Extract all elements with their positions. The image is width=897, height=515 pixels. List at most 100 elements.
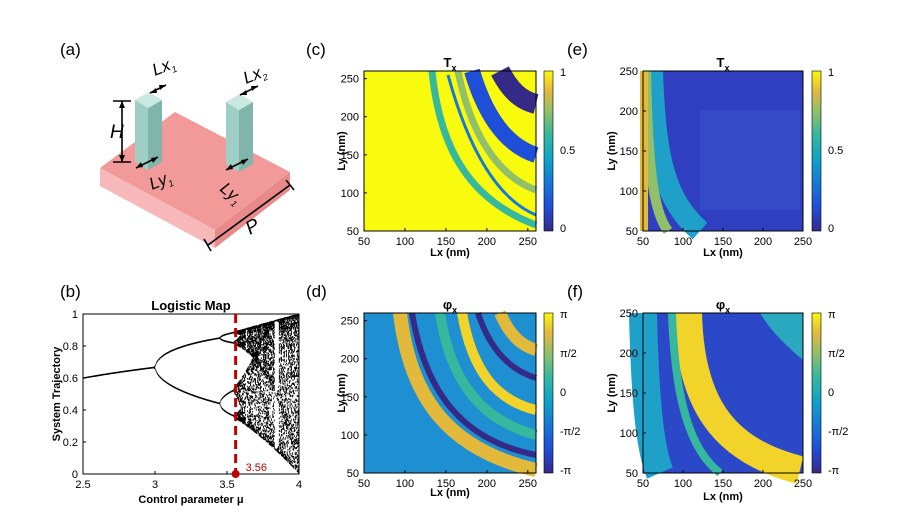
chart-b-xtick-label: 3.5 [219, 479, 234, 491]
chart-f-xtick-label: 250 [794, 478, 812, 490]
chart-e-xtick-label: 200 [754, 236, 772, 248]
chart-e-xtick-label: 50 [637, 236, 649, 248]
chart-f-ytick-label: 100 [620, 428, 638, 440]
chart-e-ytick-label: 250 [620, 66, 638, 78]
chart-c-ytick-label: 250 [341, 74, 359, 86]
chart-f-xtick-label: 200 [754, 478, 772, 490]
chart-d-colorbar-label: -π/2 [560, 426, 580, 438]
chart-d-xtick-label: 150 [437, 478, 455, 490]
chart-d-colorbar-label: 0 [560, 387, 566, 399]
chart-f-xtick-label: 150 [714, 478, 732, 490]
chart-e-pattern [640, 70, 800, 240]
chart-e-ytick-label: 200 [620, 106, 638, 118]
chart-d-ytick-label: 250 [341, 316, 359, 328]
chart-e-xtick-label: 150 [714, 236, 732, 248]
chart-f-xlabel: Lx (nm) [703, 491, 743, 503]
chart-b-ylabel: System Trajectory [51, 346, 63, 442]
chart-f-pattern [629, 312, 804, 484]
chart-d-title: φx [443, 297, 457, 315]
chart-b-ytick-label: 1 [72, 309, 78, 321]
metasurface-schematic: Lx1 Lx2 H Ly1 Ly1 P [100, 53, 295, 252]
chart-f-ytick-label: 150 [620, 388, 638, 400]
chart-d-xtick-label: 200 [478, 478, 496, 490]
pillar-1-side [148, 100, 162, 170]
chart-d-ytick-label: 100 [341, 430, 359, 442]
chart-b-ytick-label: 0.4 [63, 405, 78, 417]
chart-f-colorbar-label: π/2 [828, 348, 845, 360]
label-lx2: Lx2 [240, 61, 269, 89]
chart-e-colorbar-label: 1 [828, 67, 834, 79]
chart-b-ytick-label: 0 [72, 469, 78, 481]
chart-b-ticks: 2.5 3 3.5 4 0 0.2 0.4 0.6 0.8 1 [63, 309, 302, 491]
chart-c-ytick-label: 200 [341, 112, 359, 124]
chart-c-ytick-label: 50 [347, 226, 359, 238]
chart-f-colorbar-label: π [828, 309, 836, 321]
chart-c-ylabel: Ly (nm) [336, 131, 348, 171]
substrate-front [100, 168, 215, 248]
chart-c-colorbar [543, 70, 554, 232]
panel-f-letter: (f) [567, 282, 583, 301]
chart-d-xtick-label: 100 [396, 478, 414, 490]
chart-b-ytick-label: 0.8 [63, 341, 78, 353]
label-p: P [242, 215, 264, 240]
chart-f-title: φx [716, 297, 730, 315]
chart-f-colorbar [811, 312, 822, 474]
threshold-marker-dot [231, 470, 240, 478]
chart-c-xtick-label: 250 [519, 236, 537, 248]
chart-c-colorbar-label: 0.5 [560, 145, 575, 157]
chart-d-xtick-label: 50 [358, 478, 370, 490]
chart-d-colorbar-label: -π [560, 465, 572, 477]
panel-b-letter: (b) [60, 282, 81, 301]
chart-c-ytick-label: 150 [341, 150, 359, 162]
phase-map-f [629, 312, 822, 484]
chart-e-ytick-label: 100 [620, 186, 638, 198]
chart-e-xlabel: Lx (nm) [703, 247, 743, 259]
chart-d-xtick-label: 250 [519, 478, 537, 490]
chart-f-colorbar-label: -π/2 [828, 426, 848, 438]
chart-e-title: Tx [717, 55, 730, 73]
chart-d-ytick-label: 50 [347, 468, 359, 480]
chart-b-ytick-label: 0.6 [63, 373, 78, 385]
chart-e-colorbar-label: 0 [828, 223, 834, 235]
chart-f-colorbar-label: -π [828, 465, 840, 477]
chart-f-ytick-label: 250 [620, 308, 638, 320]
chart-f-xtick-label: 50 [637, 478, 649, 490]
label-h: H [110, 122, 124, 143]
label-lx1: Lx1 [149, 53, 178, 81]
chart-b-title: Logistic Map [151, 298, 231, 313]
chart-f-colorbar-label: 0 [828, 387, 834, 399]
chart-e-colorbar [811, 70, 822, 232]
chart-c-title: Tx [444, 55, 457, 73]
transmission-map-c [363, 66, 554, 232]
chart-e-ytick-label: 150 [620, 146, 638, 158]
chart-c-colorbar-label: 1 [560, 67, 566, 79]
panel-e-letter: (e) [567, 40, 588, 59]
substrate-top [100, 112, 290, 230]
chart-e-xtick-label: 250 [794, 236, 812, 248]
panel-a-letter: (a) [60, 40, 81, 59]
chart-c-pattern [428, 66, 539, 229]
chart-f-ytick-label: 200 [620, 348, 638, 360]
chart-e-ylabel: Ly (nm) [606, 131, 618, 171]
chart-d-ytick-label: 200 [341, 354, 359, 366]
logistic-map-chart: 2.5 3 3.5 4 0 0.2 0.4 0.6 0.8 1 Logistic Map Cont… [51, 298, 302, 506]
chart-c-xtick-label: 50 [358, 236, 370, 248]
chart-e-ytick-label: 50 [626, 226, 638, 238]
chart-c-xtick-label: 100 [396, 236, 414, 248]
chart-d-ytick-label: 150 [341, 392, 359, 404]
chart-f-ytick-label: 50 [626, 468, 638, 480]
pillar-1-front [135, 100, 148, 170]
chart-f-ylabel: Ly (nm) [606, 373, 618, 413]
phase-map-d [363, 310, 554, 477]
chart-b-xlabel: Control parameter μ [138, 494, 243, 506]
pillar-2-side [239, 102, 253, 172]
substrate-side [215, 172, 290, 248]
panel-d-letter: (d) [306, 282, 327, 301]
chart-d-xlabel: Lx (nm) [430, 487, 470, 499]
chart-e-xtick-label: 100 [674, 236, 692, 248]
chart-c-ytick-label: 100 [341, 188, 359, 200]
chart-c-colorbar-label: 0 [560, 223, 566, 235]
chart-d-colorbar-label: π/2 [560, 348, 577, 360]
